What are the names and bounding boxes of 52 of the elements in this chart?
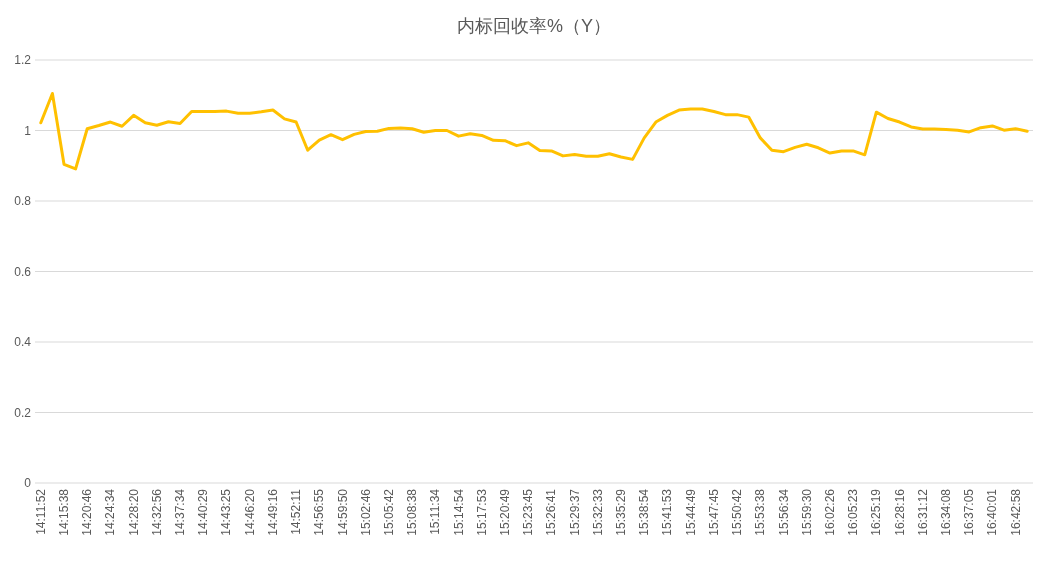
y-tick-label: 0.2 [14,405,32,420]
x-tick-label: 15:08:38 [405,488,420,536]
x-tick-label: 15:02:46 [358,488,373,536]
x-tick-label: 14:20:46 [80,488,95,536]
x-tick-label: 15:20:49 [497,488,512,536]
x-tick-label: 14:46:20 [242,488,257,536]
x-tick-label: 14:28:20 [126,488,141,536]
x-tick-label: 16:37:05 [962,488,977,536]
x-tick-label: 15:35:29 [614,488,629,536]
y-tick-label: 0 [24,476,32,490]
x-tick-label: 16:34:08 [938,488,953,536]
line-series [39,91,1029,171]
y-tick-label: 0.6 [14,264,32,279]
x-tick-label: 15:38:54 [637,488,652,536]
x-tick-label: 14:49:16 [265,488,280,536]
x-tick-label: 14:40:29 [196,488,211,536]
x-tick-label: 16:25:19 [869,488,884,536]
x-tick-label: 15:05:42 [381,488,396,536]
x-tick-label: 15:23:45 [521,488,536,536]
x-tick-label: 16:05:23 [846,488,861,536]
x-tick-label: 14:15:38 [57,488,72,536]
y-tick-label: 0.4 [14,335,32,349]
x-tick-label: 15:32:33 [590,488,605,536]
y-tick-label: 1 [24,123,32,138]
x-tick-label: 15:59:30 [799,488,814,536]
x-tick-label: 15:47:45 [706,488,721,536]
x-tick-label: 16:42:58 [1008,488,1023,536]
x-tick-label: 14:59:50 [335,488,350,536]
x-tick-label: 16:40:01 [985,488,1000,536]
x-tick-label: 16:28:16 [892,488,907,536]
y-tick-label: 0.8 [14,194,32,208]
x-tick-label: 15:11:34 [428,488,443,535]
x-tick-label: 16:02:26 [822,488,837,536]
x-tick-label: 15:17:53 [474,488,489,536]
title: 内标回收率%（Y） [457,16,611,36]
x-tick-label: 15:53:38 [753,488,768,536]
x-tick-label: 14:37:34 [173,488,188,536]
x-tick-label: 16:31:12 [915,488,930,536]
x-tick-label: 15:14:54 [451,488,466,536]
x-tick-label: 15:44:49 [683,488,698,536]
x-tick-label: 14:11:52 [33,488,48,535]
x-tick-label: 15:41:53 [660,488,675,536]
x-tick-label: 15:56:34 [776,488,791,536]
y-tick-label: 1.2 [14,53,32,67]
x-tick-label: 14:24:34 [103,488,118,536]
x-tick-label: 14:56:55 [312,488,327,536]
x-tick-label: 15:26:41 [544,488,559,536]
x-tick-label: 14:52:11 [289,488,304,535]
x-tick-label: 14:32:56 [149,488,164,536]
x-tick-label: 15:29:37 [567,488,582,536]
x-tick-label: 15:50:42 [730,488,745,536]
x-tick-label: 14:43:25 [219,488,234,536]
